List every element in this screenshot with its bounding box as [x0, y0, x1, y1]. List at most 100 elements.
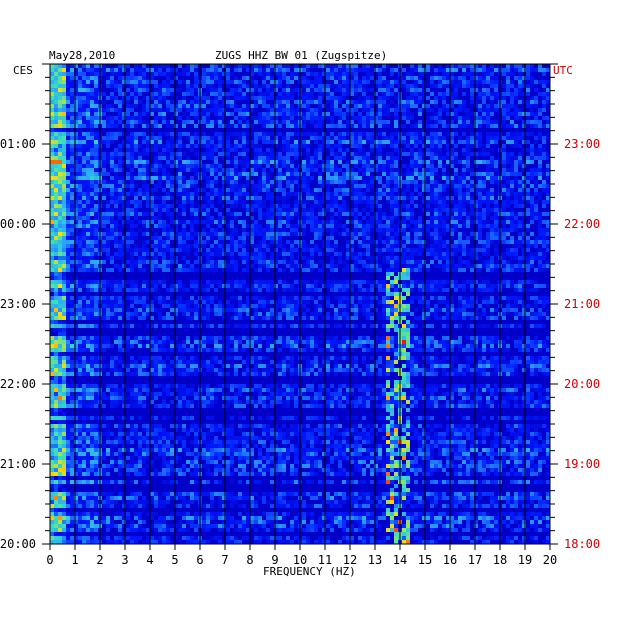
spectrogram-cell: [278, 196, 282, 200]
spectrogram-cell: [490, 196, 494, 200]
spectrogram-cell: [402, 228, 406, 232]
spectrogram-cell: [418, 140, 422, 144]
spectrogram-cell: [150, 204, 154, 208]
spectrogram-cell: [182, 256, 186, 260]
spectrogram-cell: [246, 252, 250, 256]
spectrogram-cell: [386, 92, 390, 96]
spectrogram-cell: [158, 124, 162, 128]
spectrogram-cell: [478, 116, 482, 120]
spectrogram-cell: [322, 132, 326, 136]
spectrogram-cell: [242, 116, 246, 120]
spectrogram-cell: [186, 88, 190, 92]
spectrogram-cell: [110, 104, 114, 108]
spectrogram-cell: [54, 172, 58, 176]
spectrogram-cell: [246, 140, 250, 144]
spectrogram-cell: [234, 144, 238, 148]
spectrogram-cell: [366, 224, 370, 228]
spectrogram-cell: [178, 172, 182, 176]
spectrogram-cell: [238, 112, 242, 116]
spectrogram-cell: [394, 96, 398, 100]
spectrogram-cell: [470, 252, 474, 256]
spectrogram-cell: [70, 212, 74, 216]
spectrogram-cell: [446, 152, 450, 156]
spectrogram-cell: [314, 160, 318, 164]
spectrogram-cell: [402, 136, 406, 140]
spectrogram-cell: [82, 152, 86, 156]
spectrogram-cell: [370, 160, 374, 164]
spectrogram-cell: [242, 104, 246, 108]
spectrogram-cell: [266, 76, 270, 80]
spectrogram-cell: [226, 236, 230, 240]
spectrogram-cell: [450, 100, 454, 104]
spectrogram-cell: [162, 256, 166, 260]
spectrogram-cell: [282, 120, 286, 124]
spectrogram-cell: [378, 232, 382, 236]
spectrogram-cell: [450, 132, 454, 136]
spectrogram-cell: [210, 204, 214, 208]
spectrogram-cell: [530, 200, 534, 204]
spectrogram-cell: [510, 140, 514, 144]
spectrogram-cell: [206, 96, 210, 100]
spectrogram-cell: [278, 172, 282, 176]
spectrogram-cell: [86, 280, 90, 284]
spectrogram-cell: [526, 88, 530, 92]
spectrogram-cell: [134, 184, 138, 188]
spectrogram-cell: [302, 232, 306, 236]
spectrogram-cell: [502, 188, 506, 192]
spectrogram-cell: [74, 244, 78, 248]
spectrogram-cell: [486, 248, 490, 252]
spectrogram-cell: [306, 208, 310, 212]
spectrogram-cell: [438, 64, 442, 68]
spectrogram-cell: [50, 268, 54, 272]
spectrogram-cell: [382, 64, 386, 68]
spectrogram-cell: [446, 112, 450, 116]
spectrogram-cell: [182, 240, 186, 244]
spectrogram-cell: [370, 168, 374, 172]
spectrogram-cell: [538, 184, 542, 188]
spectrogram-cell: [466, 152, 470, 156]
spectrogram-cell: [514, 264, 518, 268]
spectrogram-cell: [214, 120, 218, 124]
spectrogram-cell: [386, 276, 390, 280]
spectrogram-cell: [526, 64, 530, 68]
spectrogram-cell: [130, 136, 134, 140]
spectrogram-cell: [402, 248, 406, 252]
spectrogram-cell: [466, 168, 470, 172]
spectrogram-cell: [306, 160, 310, 164]
spectrogram-cell: [330, 192, 334, 196]
spectrogram-cell: [394, 200, 398, 204]
spectrogram-cell: [366, 96, 370, 100]
spectrogram-cell: [310, 208, 314, 212]
spectrogram-cell: [242, 244, 246, 248]
spectrogram-cell: [270, 156, 274, 160]
spectrogram-cell: [222, 180, 226, 184]
spectrogram-cell: [134, 204, 138, 208]
spectrogram-cell: [178, 80, 182, 84]
spectrogram-cell: [378, 104, 382, 108]
spectrogram-cell: [402, 148, 406, 152]
spectrogram-cell: [150, 148, 154, 152]
spectrogram-cell: [530, 80, 534, 84]
spectrogram-cell: [82, 280, 86, 284]
spectrogram-cell: [254, 224, 258, 228]
spectrogram-cell: [438, 108, 442, 112]
spectrogram-cell: [266, 212, 270, 216]
spectrogram-cell: [274, 136, 278, 140]
spectrogram-cell: [78, 196, 82, 200]
spectrogram-cell: [150, 176, 154, 180]
spectrogram-cell: [294, 148, 298, 152]
spectrogram-cell: [410, 88, 414, 92]
spectrogram-cell: [338, 100, 342, 104]
spectrogram-cell: [142, 88, 146, 92]
spectrogram-cell: [82, 112, 86, 116]
spectrogram-cell: [170, 232, 174, 236]
spectrogram-cell: [370, 208, 374, 212]
spectrogram-cell: [274, 172, 278, 176]
spectrogram-cell: [218, 140, 222, 144]
spectrogram-cell: [222, 260, 226, 264]
spectrogram-cell: [142, 184, 146, 188]
spectrogram-cell: [106, 124, 110, 128]
spectrogram-cell: [458, 120, 462, 124]
spectrogram-cell: [510, 208, 514, 212]
spectrogram-cell: [502, 252, 506, 256]
